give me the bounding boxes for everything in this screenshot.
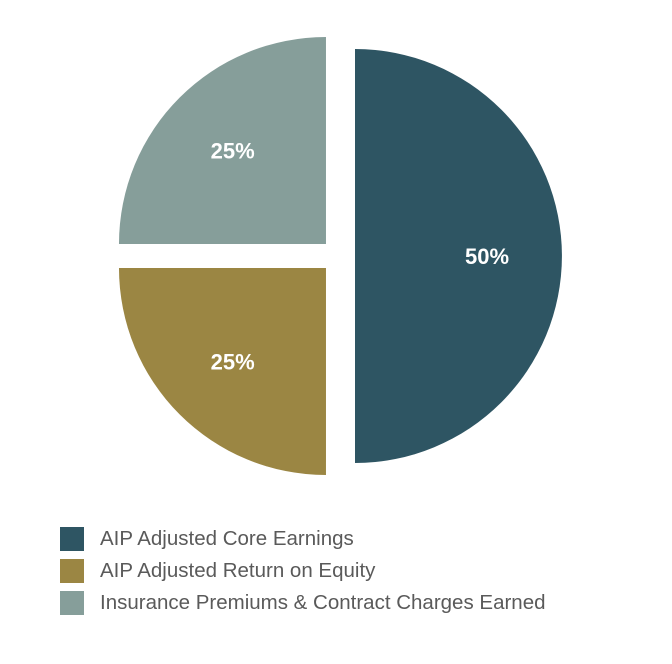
legend-label-core-earnings: AIP Adjusted Core Earnings xyxy=(100,527,354,550)
legend-swatch-return-on-equity xyxy=(60,559,84,583)
legend-item-core-earnings: AIP Adjusted Core Earnings xyxy=(60,527,660,551)
legend-swatch-insurance-premiums xyxy=(60,591,84,615)
pie-label-return-on-equity: 25% xyxy=(211,349,255,374)
pie-slice-return-on-equity xyxy=(118,268,326,476)
pie-label-core-earnings: 50% xyxy=(465,244,509,269)
pie-chart-svg: 50% 25% 25% xyxy=(118,36,562,476)
pie-label-insurance-premiums: 25% xyxy=(211,139,255,164)
legend-item-insurance-premiums: Insurance Premiums & Contract Charges Ea… xyxy=(60,591,660,615)
pie-chart: 50% 25% 25% xyxy=(118,36,562,476)
legend: AIP Adjusted Core Earnings AIP Adjusted … xyxy=(60,527,660,623)
legend-item-return-on-equity: AIP Adjusted Return on Equity xyxy=(60,559,660,583)
pie-slice-core-earnings xyxy=(355,49,562,463)
legend-label-return-on-equity: AIP Adjusted Return on Equity xyxy=(100,559,376,582)
pie-slice-insurance-premiums xyxy=(118,36,326,244)
legend-swatch-core-earnings xyxy=(60,527,84,551)
legend-label-insurance-premiums: Insurance Premiums & Contract Charges Ea… xyxy=(100,591,546,614)
